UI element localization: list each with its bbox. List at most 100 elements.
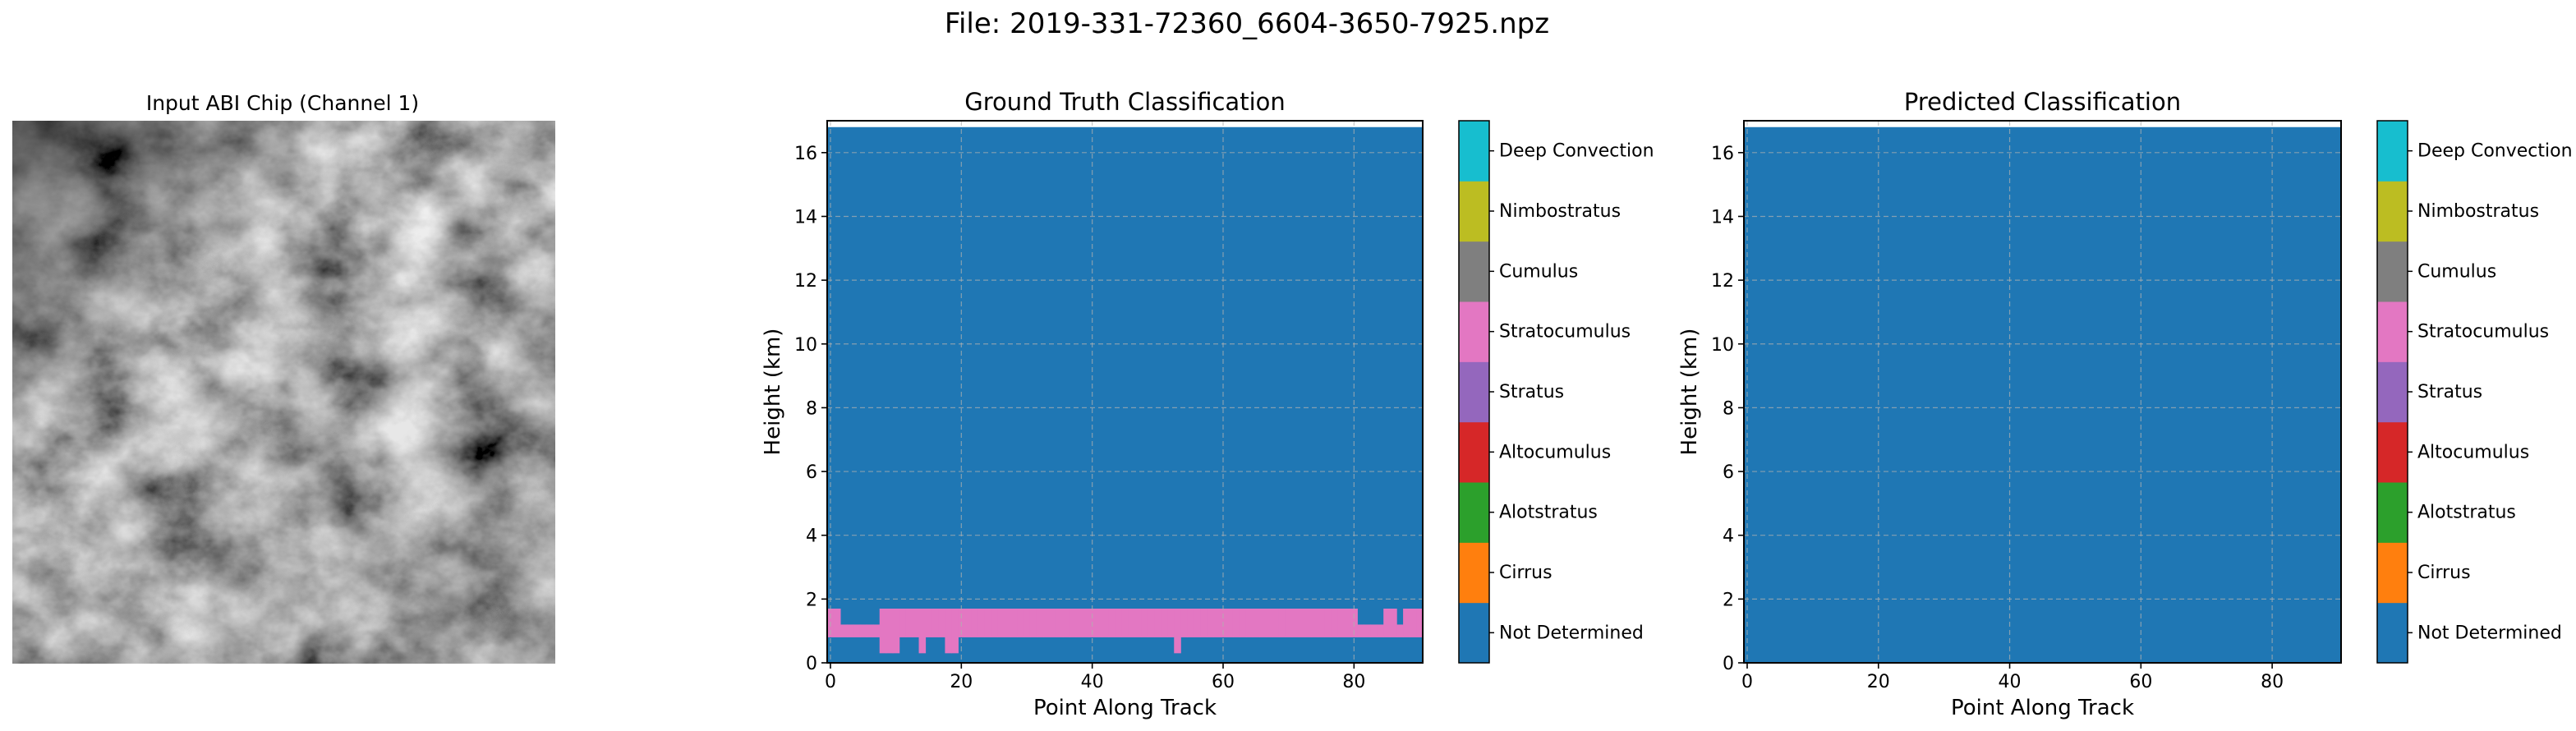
y-tick-label: 16 bbox=[1711, 144, 1734, 164]
stratocumulus-cell bbox=[932, 609, 940, 637]
axes-frame bbox=[1743, 120, 2342, 664]
stratocumulus-cell bbox=[866, 624, 874, 637]
colorbar-swatch bbox=[2377, 421, 2408, 483]
stratocumulus-cell bbox=[1200, 609, 1208, 637]
y-tick-label: 2 bbox=[806, 590, 817, 610]
y-tick-label: 4 bbox=[806, 526, 817, 547]
y-tick-label: 10 bbox=[1711, 335, 1734, 356]
not-determined-field bbox=[1744, 126, 2341, 663]
stratocumulus-cell bbox=[1213, 609, 1221, 637]
stratocumulus-cell bbox=[886, 609, 894, 654]
stratocumulus-cell bbox=[1029, 609, 1037, 637]
x-tick-label: 60 bbox=[2129, 672, 2152, 692]
y-tick-label: 14 bbox=[794, 207, 817, 228]
predicted-panel: Predicted Classification 0 20 40 60 80 0 2 4 6 8 10… bbox=[1677, 88, 2573, 720]
stratocumulus-cell bbox=[1331, 609, 1339, 637]
stratocumulus-cell bbox=[853, 624, 861, 637]
stratocumulus-cell bbox=[1265, 609, 1273, 637]
stratocumulus-cell bbox=[1121, 609, 1129, 637]
stratocumulus-cell bbox=[1049, 609, 1057, 637]
colorbar-label: Nimbostratus bbox=[1499, 201, 1621, 222]
stratocumulus-cell bbox=[991, 609, 998, 637]
colorbar-swatch bbox=[1459, 361, 1489, 423]
colorbar-swatch bbox=[1459, 301, 1489, 362]
stratocumulus-cell bbox=[899, 609, 907, 637]
ground-truth-panel: Ground Truth Classification 0 20 40 60 80 0 2 4 6… bbox=[761, 88, 1654, 720]
stratocumulus-cell bbox=[1095, 609, 1103, 637]
input-image-panel: Input ABI Chip (Channel 1) bbox=[12, 91, 555, 664]
stratocumulus-cell bbox=[925, 609, 933, 637]
colorbar-label: Stratocumulus bbox=[1499, 322, 1631, 343]
stratocumulus-cell bbox=[945, 609, 952, 654]
stratocumulus-cell bbox=[1180, 609, 1188, 637]
stratocumulus-cell bbox=[978, 609, 985, 637]
colorbar-swatch bbox=[1459, 421, 1489, 483]
x-tick-label: 20 bbox=[950, 672, 973, 692]
stratocumulus-cell bbox=[1141, 609, 1148, 637]
x-tick-label: 60 bbox=[1212, 672, 1235, 692]
y-tick-label: 8 bbox=[1723, 398, 1734, 419]
stratocumulus-cell bbox=[1239, 609, 1247, 637]
stratocumulus-cell bbox=[918, 609, 927, 654]
stratocumulus-cell bbox=[984, 609, 991, 637]
chart-title: Predicted Classification bbox=[1904, 88, 2181, 116]
stratocumulus-cell bbox=[840, 624, 848, 637]
stratocumulus-cell bbox=[912, 609, 920, 637]
colorbar-swatch bbox=[2377, 121, 2408, 182]
stratocumulus-cell bbox=[1304, 609, 1313, 637]
y-tick-label: 6 bbox=[1723, 462, 1734, 483]
x-tick-label: 0 bbox=[825, 672, 836, 692]
stratocumulus-cell bbox=[1134, 609, 1143, 637]
stratocumulus-cell bbox=[1010, 609, 1018, 637]
stratocumulus-cell bbox=[1364, 624, 1371, 637]
colorbar-label: Cumulus bbox=[2417, 261, 2496, 282]
stratocumulus-cell bbox=[1396, 624, 1404, 637]
grid-lines bbox=[827, 121, 1423, 664]
colorbar-swatch bbox=[2377, 301, 2408, 362]
x-tick-label: 40 bbox=[1081, 672, 1104, 692]
colorbar-label: Not Determined bbox=[1499, 623, 1644, 643]
stratocumulus-cell bbox=[1377, 624, 1384, 637]
stratocumulus-cell bbox=[872, 624, 881, 637]
stratocumulus-cell bbox=[1291, 609, 1300, 637]
stratocumulus-cell bbox=[1024, 609, 1031, 637]
stratocumulus-cell bbox=[1298, 609, 1306, 637]
colorbar-label: Altocumulus bbox=[1499, 442, 1611, 462]
stratocumulus-cell bbox=[1252, 609, 1260, 637]
colorbar-swatch bbox=[2377, 542, 2408, 604]
stratocumulus-cell bbox=[879, 609, 887, 654]
stratocumulus-layer bbox=[827, 609, 1424, 654]
y-axis-label: Height (km) bbox=[761, 329, 785, 456]
x-axis-label: Point Along Track bbox=[1033, 696, 1217, 720]
stratocumulus-cell bbox=[964, 609, 972, 637]
stratocumulus-cell bbox=[1357, 624, 1364, 637]
stratocumulus-cell bbox=[1148, 609, 1155, 637]
colorbar-swatch bbox=[2377, 361, 2408, 423]
chart-title: Ground Truth Classification bbox=[964, 88, 1286, 116]
stratocumulus-cell bbox=[1226, 609, 1234, 637]
colorbar-label: Stratus bbox=[1499, 382, 1564, 402]
stratocumulus-cell bbox=[846, 624, 854, 637]
stratocumulus-cell bbox=[1324, 609, 1332, 637]
colorbar-label: Cirrus bbox=[2417, 563, 2471, 583]
x-tick-label: 40 bbox=[1999, 672, 2022, 692]
colorbar-swatch bbox=[2377, 482, 2408, 543]
stratocumulus-cell bbox=[905, 609, 913, 637]
colorbar-label: Nimbostratus bbox=[2417, 201, 2539, 222]
y-tick-label: 14 bbox=[1711, 207, 1734, 228]
stratocumulus-cell bbox=[1207, 609, 1214, 637]
stratocumulus-cell bbox=[1278, 609, 1286, 637]
stratocumulus-cell bbox=[1245, 609, 1254, 637]
colorbar-swatch bbox=[1459, 482, 1489, 543]
stratocumulus-cell bbox=[1056, 609, 1064, 637]
colorbar-label: Cumulus bbox=[1499, 261, 1578, 282]
stratocumulus-cell bbox=[1383, 609, 1391, 637]
not-determined-field bbox=[827, 126, 1423, 663]
colorbar-label: Cirrus bbox=[1499, 563, 1552, 583]
colorbar-frame bbox=[1458, 120, 1490, 664]
stratocumulus-cell bbox=[1167, 609, 1175, 637]
y-tick-label: 0 bbox=[806, 654, 817, 674]
stratocumulus-cell bbox=[1187, 609, 1194, 637]
colorbar-label: Deep Convection bbox=[2417, 141, 2573, 162]
